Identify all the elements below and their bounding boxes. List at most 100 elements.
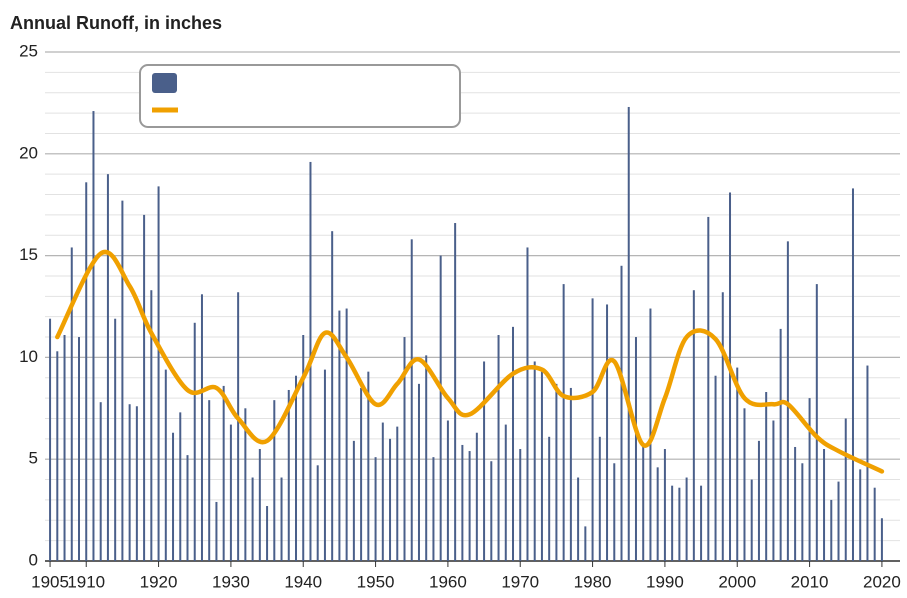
bar [555, 383, 558, 561]
bar [627, 106, 630, 562]
bar [280, 477, 283, 561]
bar [613, 463, 616, 561]
bar [49, 318, 52, 561]
bar [360, 387, 363, 561]
bar [295, 375, 298, 561]
bar [526, 247, 529, 561]
bar [208, 400, 211, 561]
bar [750, 479, 753, 561]
bar [143, 214, 146, 561]
bar [736, 367, 739, 561]
x-tick-label: 1910 [67, 572, 105, 591]
bar [85, 182, 88, 561]
bar [483, 361, 486, 561]
bar [692, 290, 695, 561]
bar [512, 326, 515, 561]
bar [425, 355, 428, 561]
bar [548, 436, 551, 561]
bar [721, 292, 724, 561]
bar [461, 444, 464, 561]
bar [779, 328, 782, 561]
bar [150, 290, 153, 561]
bar [389, 438, 392, 561]
x-tick-label: 1980 [574, 572, 612, 591]
bar [844, 418, 847, 561]
bar [186, 455, 189, 561]
bar [374, 457, 377, 561]
bar [432, 457, 435, 561]
bar [765, 392, 768, 561]
bar [504, 424, 507, 561]
bar [468, 451, 471, 561]
bar [215, 501, 218, 561]
bar [794, 446, 797, 561]
bar [244, 408, 247, 561]
bar [497, 335, 500, 561]
bar [598, 436, 601, 561]
bar [352, 440, 355, 561]
bar [70, 247, 73, 561]
y-tick-label: 0 [29, 550, 38, 569]
bar [656, 467, 659, 561]
bar [417, 383, 420, 561]
x-tick-label: 1950 [357, 572, 395, 591]
bar [577, 477, 580, 561]
bar [678, 487, 681, 561]
bar [584, 526, 587, 561]
bar [851, 188, 854, 562]
bar [179, 412, 182, 561]
bar [815, 284, 818, 561]
bar [172, 432, 175, 561]
bar [439, 255, 442, 561]
bar [273, 400, 276, 561]
legend [139, 64, 461, 128]
bar [757, 440, 760, 561]
y-tick-label: 10 [19, 347, 38, 366]
bar [569, 387, 572, 561]
bar [446, 420, 449, 561]
bar [671, 485, 674, 561]
bar [714, 375, 717, 561]
bar [649, 308, 652, 561]
bar [786, 241, 789, 561]
y-tick-label: 20 [19, 143, 38, 162]
bar [114, 318, 117, 561]
bar [287, 389, 290, 561]
bar [591, 298, 594, 561]
y-tick-label: 25 [19, 41, 38, 60]
bar [251, 477, 254, 561]
bar [519, 449, 522, 561]
bar [266, 506, 269, 561]
bar [707, 216, 710, 561]
x-tick-label: 2000 [718, 572, 756, 591]
x-tick-label: 1990 [646, 572, 684, 591]
bar [338, 310, 341, 561]
bar [106, 174, 109, 561]
bar [345, 308, 348, 561]
bar [606, 304, 609, 561]
bar [403, 337, 406, 561]
bar [121, 200, 124, 562]
bar [801, 463, 804, 561]
bar [135, 406, 138, 561]
bar [533, 361, 536, 561]
bar [200, 294, 203, 561]
bar [316, 465, 319, 561]
bar [663, 449, 666, 561]
x-tick-label: 1920 [140, 572, 178, 591]
bar [880, 518, 883, 561]
bar [77, 337, 80, 561]
bar [331, 231, 334, 561]
bar [237, 292, 240, 561]
bar [56, 351, 59, 561]
bar [830, 499, 833, 561]
bar [837, 481, 840, 561]
bar [700, 485, 703, 561]
bar [367, 371, 370, 561]
bar [743, 408, 746, 561]
bar [193, 322, 196, 561]
bar [620, 265, 623, 561]
bar [128, 404, 131, 561]
